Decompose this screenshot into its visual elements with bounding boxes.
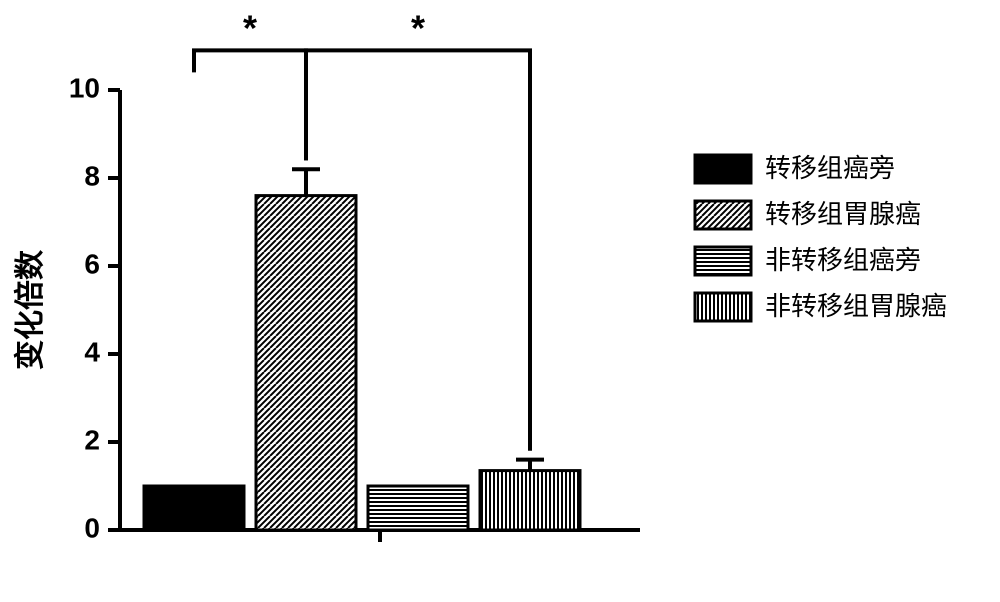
legend-swatch: [695, 293, 751, 321]
bar: [480, 471, 580, 530]
bar: [256, 196, 356, 530]
y-tick-label: 10: [69, 72, 100, 103]
significance-marker: *: [411, 7, 425, 48]
significance-bracket: [194, 50, 306, 160]
legend-label: 转移组胃腺癌: [765, 199, 921, 229]
legend-swatch: [695, 155, 751, 183]
y-axis-label: 变化倍数: [13, 249, 47, 370]
y-tick-label: 4: [84, 336, 100, 367]
bar: [368, 486, 468, 530]
legend-swatch: [695, 201, 751, 229]
legend-label: 非转移组胃腺癌: [765, 291, 947, 321]
y-tick-label: 2: [84, 424, 100, 455]
legend-swatch: [695, 247, 751, 275]
significance-marker: *: [243, 7, 257, 48]
y-tick-label: 0: [84, 512, 100, 543]
bar: [144, 486, 244, 530]
legend-label: 转移组癌旁: [765, 153, 895, 183]
y-tick-label: 6: [84, 248, 100, 279]
y-tick-label: 8: [84, 160, 100, 191]
legend-label: 非转移组癌旁: [765, 245, 921, 275]
bar-chart: 0 2 4 6 8 10 变化倍数 * * 转移组癌旁转移组胃腺癌非转移组癌旁非转移组胃腺癌: [0, 0, 1000, 602]
